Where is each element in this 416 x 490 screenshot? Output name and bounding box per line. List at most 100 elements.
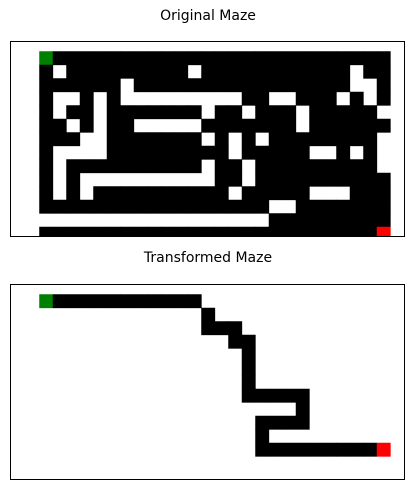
original-maze-cell <box>295 132 310 147</box>
original-maze-cell <box>376 91 391 106</box>
original-maze-cell <box>228 105 243 120</box>
original-maze-cell <box>349 118 364 133</box>
original-maze-cell <box>322 172 337 187</box>
original-maze-cell <box>268 132 283 147</box>
original-maze-cell <box>282 159 297 174</box>
original-maze-cell <box>93 159 108 174</box>
original-maze-cell <box>363 64 378 79</box>
original-maze-cell <box>39 105 54 120</box>
original-maze-cell <box>147 64 162 79</box>
original-maze-cell <box>201 145 216 160</box>
original-maze-cell <box>322 213 337 228</box>
transformed-maze-cell <box>133 294 148 309</box>
original-maze-cell <box>214 186 229 201</box>
original-maze-canvas <box>39 51 391 236</box>
original-maze-cell <box>79 105 94 120</box>
original-maze-cell <box>106 118 121 133</box>
original-maze-cell <box>363 145 378 160</box>
original-maze-cell <box>201 199 216 214</box>
transformed-maze-cell <box>282 388 297 403</box>
original-maze-cell <box>255 118 270 133</box>
original-maze-cell <box>160 186 175 201</box>
original-maze-cell <box>349 91 364 106</box>
original-maze-cell <box>66 132 81 147</box>
transformed-maze-cell <box>147 294 162 309</box>
original-maze-cell <box>376 51 391 66</box>
original-maze-cell <box>174 199 189 214</box>
original-maze-cell <box>376 64 391 79</box>
original-maze-cell <box>255 226 270 236</box>
original-maze-cell <box>268 145 283 160</box>
original-maze-cell <box>349 132 364 147</box>
original-maze-cell <box>309 64 324 79</box>
original-maze-cell <box>241 226 256 236</box>
original-maze-cell <box>174 78 189 93</box>
original-maze-cell <box>295 172 310 187</box>
original-maze-cell <box>39 159 54 174</box>
original-maze-cell <box>160 145 175 160</box>
original-maze-cell <box>174 186 189 201</box>
original-maze-cell <box>363 172 378 187</box>
original-maze-cell <box>106 78 121 93</box>
transformed-maze-cell <box>106 294 121 309</box>
original-maze-cell <box>187 51 202 66</box>
original-maze-cell <box>93 186 108 201</box>
original-maze-cell <box>79 226 94 236</box>
original-maze-cell <box>214 159 229 174</box>
original-maze-cell <box>241 199 256 214</box>
original-maze-cell <box>66 51 81 66</box>
original-maze-cell <box>106 132 121 147</box>
original-maze-cell <box>349 226 364 236</box>
original-maze-cell <box>214 132 229 147</box>
original-maze-cell <box>106 159 121 174</box>
original-maze-cell <box>93 64 108 79</box>
original-maze-cell <box>120 132 135 147</box>
original-maze-cell <box>376 118 391 133</box>
original-maze-cell <box>268 105 283 120</box>
original-maze-cell <box>160 105 175 120</box>
original-maze-cell <box>322 51 337 66</box>
transformed-maze-cell <box>174 294 189 309</box>
original-maze-cell <box>336 145 351 160</box>
original-maze-cell <box>349 51 364 66</box>
original-maze-cell <box>255 64 270 79</box>
original-maze-cell <box>39 78 54 93</box>
original-maze-cell <box>160 64 175 79</box>
original-maze-cell <box>133 105 148 120</box>
original-maze-cell <box>120 51 135 66</box>
original-maze-cell <box>322 91 337 106</box>
transformed-maze-cell <box>241 348 256 363</box>
original-maze-cell <box>228 118 243 133</box>
original-maze-cell <box>214 199 229 214</box>
original-maze-cell <box>282 105 297 120</box>
original-maze-cell <box>295 159 310 174</box>
transformed-maze-cell <box>93 294 108 309</box>
original-maze-cell <box>268 51 283 66</box>
original-maze-cell <box>295 145 310 160</box>
original-maze-cell <box>66 105 81 120</box>
original-maze-cell <box>214 118 229 133</box>
original-maze-cell <box>268 186 283 201</box>
original-maze-cell <box>147 199 162 214</box>
original-maze-cell <box>282 172 297 187</box>
original-maze-cell <box>282 226 297 236</box>
original-maze-cell <box>106 91 121 106</box>
original-maze-cell <box>120 145 135 160</box>
transformed-maze-cell <box>255 388 270 403</box>
original-maze-cell <box>79 199 94 214</box>
original-maze-cell <box>336 159 351 174</box>
original-maze-cell <box>336 105 351 120</box>
original-maze-cell <box>349 172 364 187</box>
original-maze-cell <box>322 105 337 120</box>
original-maze-cell <box>309 78 324 93</box>
original-maze-cell <box>133 145 148 160</box>
original-maze-cell <box>322 226 337 236</box>
original-maze-cell <box>228 226 243 236</box>
transformed-maze-cell <box>255 442 270 457</box>
original-maze-cell <box>120 64 135 79</box>
original-maze-cell <box>255 145 270 160</box>
original-maze-cell <box>228 78 243 93</box>
original-maze-cell <box>295 186 310 201</box>
original-maze-cell <box>187 159 202 174</box>
original-maze-cell <box>187 78 202 93</box>
